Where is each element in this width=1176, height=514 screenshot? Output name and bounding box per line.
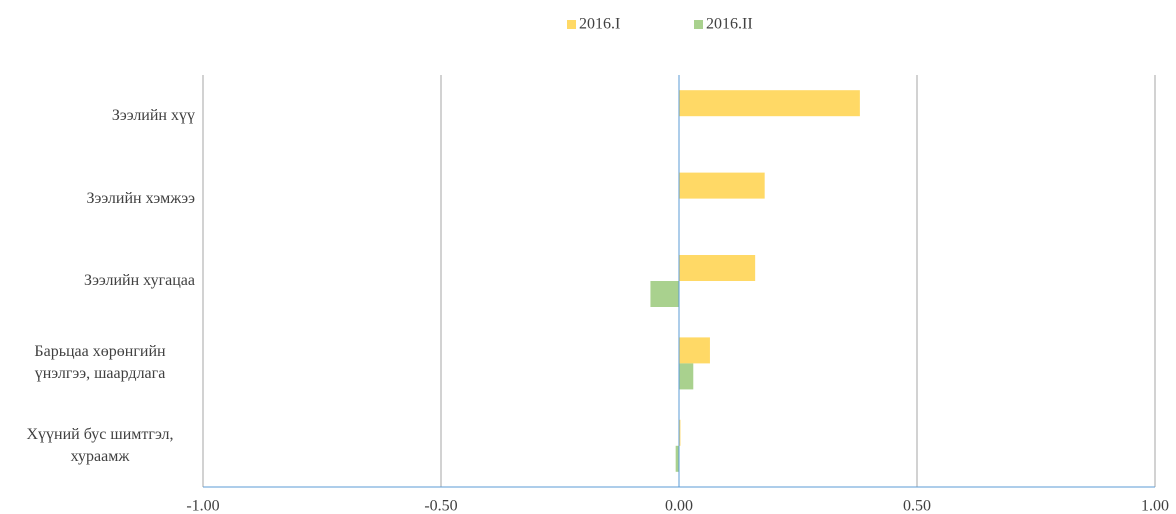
y-tick-label: Зээлийн хэмжээ	[0, 188, 195, 210]
bar	[650, 281, 679, 307]
y-tick-label: Хүүний бус шимтгэл, хураамж	[0, 424, 195, 468]
legend-swatch	[567, 20, 576, 29]
x-tick-label: -1.00	[186, 498, 219, 514]
category-text: Хүүний бус шимтгэл, хураамж	[26, 425, 174, 465]
x-tick-label: -0.50	[424, 498, 457, 514]
bar	[679, 419, 681, 446]
category-text: Барьцаа хөрөнгийн үнэлгээ, шаардлага	[34, 343, 166, 383]
category-text: Зээлийн хэмжээ	[86, 189, 195, 207]
legend-label: 2016.I	[579, 16, 620, 33]
x-tick-label: 0.50	[903, 498, 931, 514]
bar	[675, 445, 679, 472]
category-text: Зээлийн хугацаа	[84, 272, 195, 289]
bar	[679, 337, 710, 364]
bar	[679, 90, 860, 117]
bar	[679, 172, 765, 199]
y-tick-label: Барьцаа хөрөнгийн үнэлгээ, шаардлага	[0, 341, 195, 385]
y-tick-label: Зээлийн хүү	[0, 105, 195, 127]
legend-swatch	[694, 20, 703, 29]
x-tick-label: 0.00	[665, 498, 693, 514]
category-text: Зээлийн хүү	[111, 107, 195, 125]
legend-label: 2016.II	[706, 16, 753, 33]
bar	[679, 363, 694, 390]
x-tick-label: 1.00	[1141, 498, 1169, 514]
bar	[679, 255, 756, 281]
y-tick-label: Зээлийн хугацаа	[0, 270, 195, 292]
